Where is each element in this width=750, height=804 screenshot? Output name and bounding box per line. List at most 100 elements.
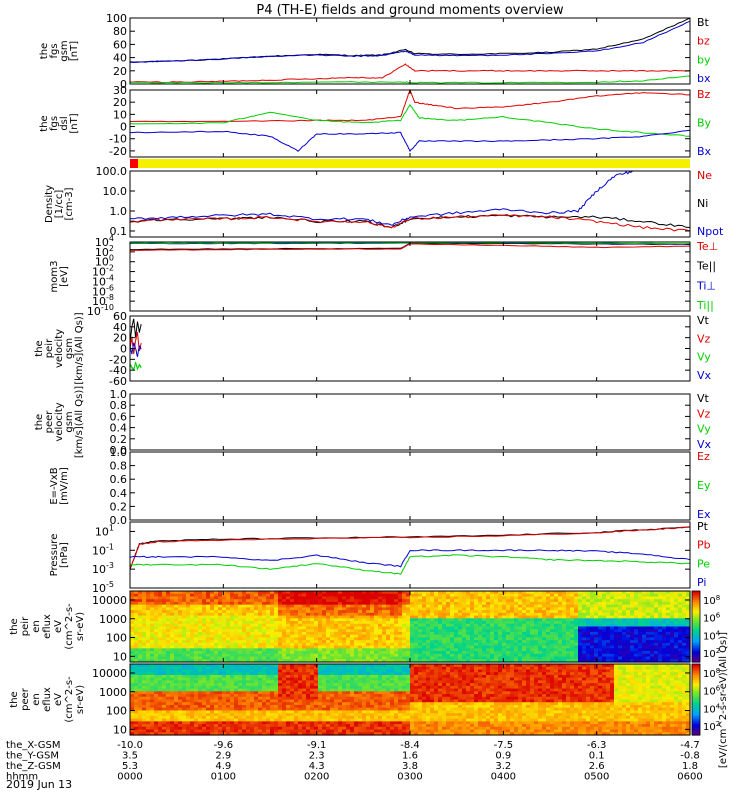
y-tick-label: 1.0 [110, 205, 128, 218]
legend-entry: Te⊥ [696, 240, 718, 253]
time-axis-labels: the_X-GSM-10.0-9.6-9.1-8.4-7.5-6.3-4.7th… [6, 740, 703, 783]
panel-frame [130, 242, 690, 311]
legend-entry: bz [697, 35, 710, 48]
y-axis-label: [eV] [59, 266, 70, 287]
legend-entry: Ti⊥ [696, 279, 716, 292]
series-fgs-dsl-Bx [130, 130, 690, 151]
y-axis-label: (cm^2-s- [64, 676, 75, 723]
legend-entry: Te|| [696, 260, 716, 273]
colorbar-label: [eV/(cm^2-s-sr-eV)(All Qs)] [718, 632, 729, 768]
y-tick-label: 10000 [92, 667, 127, 680]
time-axis-value: 4.3 [309, 761, 325, 772]
legend-entry: Bt [697, 16, 710, 29]
y-axis-label: [cm-3] [64, 187, 75, 220]
y-tick-label: 10.0 [103, 185, 128, 198]
time-axis-value: 4.9 [215, 761, 231, 772]
time-axis-value: -7.5 [494, 740, 514, 751]
legend-entry: Vt [697, 392, 710, 405]
y-tick-label: 100 [106, 12, 127, 25]
time-axis-value: 2.9 [215, 751, 231, 762]
figure-title: P4 (TH-E) fields and ground moments over… [256, 3, 564, 18]
legend-entry: Vz [697, 332, 711, 345]
heatmap-peir-en-eflux [130, 591, 691, 663]
legend-entry: by [697, 53, 711, 66]
time-axis-row-label: the_Y-GSM [6, 751, 59, 762]
legend-entry: Ey [697, 479, 711, 492]
y-tick-label: 0.8 [110, 460, 128, 473]
legend-entry: Bx [697, 145, 712, 158]
quality-flag-band [130, 159, 690, 168]
y-tick-label: 0.8 [110, 399, 128, 412]
time-axis-value: 3.5 [122, 751, 138, 762]
y-tick-label: 0 [120, 121, 127, 134]
time-axis-value: 0500 [584, 772, 609, 783]
legend-entry: Vy [697, 351, 711, 364]
legend-entry: Vx [697, 369, 712, 382]
legend-entry: Vy [697, 423, 711, 436]
time-axis-value: 3.2 [495, 761, 511, 772]
y-tick-label: 10-5 [92, 580, 114, 595]
legend-entry: Ni [697, 197, 708, 210]
panel-frame [130, 171, 690, 237]
y-axis-label: peer [20, 687, 31, 711]
y-tick-label: 1.0 [110, 388, 128, 401]
y-axis-label: sr-eV) [75, 612, 86, 641]
y-tick-label: 0.4 [110, 422, 128, 435]
time-axis-value: -9.6 [214, 740, 234, 751]
series-pressure-Pt [130, 527, 690, 570]
legend-entry: bx [697, 72, 711, 85]
series-peir-velocity-Vy [130, 362, 141, 371]
y-tick-label: 40 [113, 52, 127, 65]
y-tick-label: 0.2 [110, 500, 128, 513]
series-fgs-gsm-bz [130, 64, 690, 83]
y-tick-label: 10 [113, 723, 127, 736]
legend-entry: Pb [697, 539, 711, 552]
panel-density: 0.11.010.0100.0Density[1/cc][cm-3]NeNiNp… [44, 165, 724, 238]
time-axis-value: 0600 [677, 772, 702, 783]
time-axis-value: 0000 [117, 772, 142, 783]
panel-frame [130, 394, 690, 450]
panel-frame [130, 316, 690, 381]
y-axis-label: sr-eV) [75, 685, 86, 714]
time-axis-row-label: the_X-GSM [6, 740, 60, 751]
y-tick-label: 1000 [99, 686, 127, 699]
y-axis-label: eV [53, 693, 64, 706]
y-tick-label: 10 [113, 650, 127, 663]
legend-entry: Bz [697, 88, 711, 101]
y-tick-label: 10000 [92, 594, 127, 607]
y-axis-label: [nPa] [59, 542, 70, 568]
y-tick-label: 0.6 [110, 473, 128, 486]
legend-entry: Vz [697, 407, 711, 420]
y-axis-label: [km/s](All Qs)] [74, 312, 85, 384]
y-tick-label: 10 [113, 108, 127, 121]
time-axis-value: -10.0 [117, 740, 143, 751]
time-axis-value: 5.3 [122, 761, 138, 772]
y-axis-label: eflux [42, 614, 53, 639]
time-axis-value: -8.4 [400, 740, 420, 751]
legend-entry: Pt [697, 520, 709, 533]
colorbar-tick-label: 108 [703, 594, 720, 607]
y-axis-label: [nT] [69, 41, 80, 61]
time-axis-value: 0.9 [495, 751, 511, 762]
y-tick-label: 30 [113, 84, 127, 97]
time-axis-value: -9.1 [307, 740, 327, 751]
time-axis-value: 0100 [211, 772, 236, 783]
y-tick-label: 60 [113, 38, 127, 51]
y-axis-label: en [31, 693, 42, 706]
y-axis-label: [mV/m] [59, 467, 70, 505]
time-axis-value: 1.6 [402, 751, 418, 762]
time-axis-value: 0400 [491, 772, 516, 783]
legend-entry: Ti|| [696, 299, 714, 312]
series-pressure-Pe [130, 555, 690, 575]
